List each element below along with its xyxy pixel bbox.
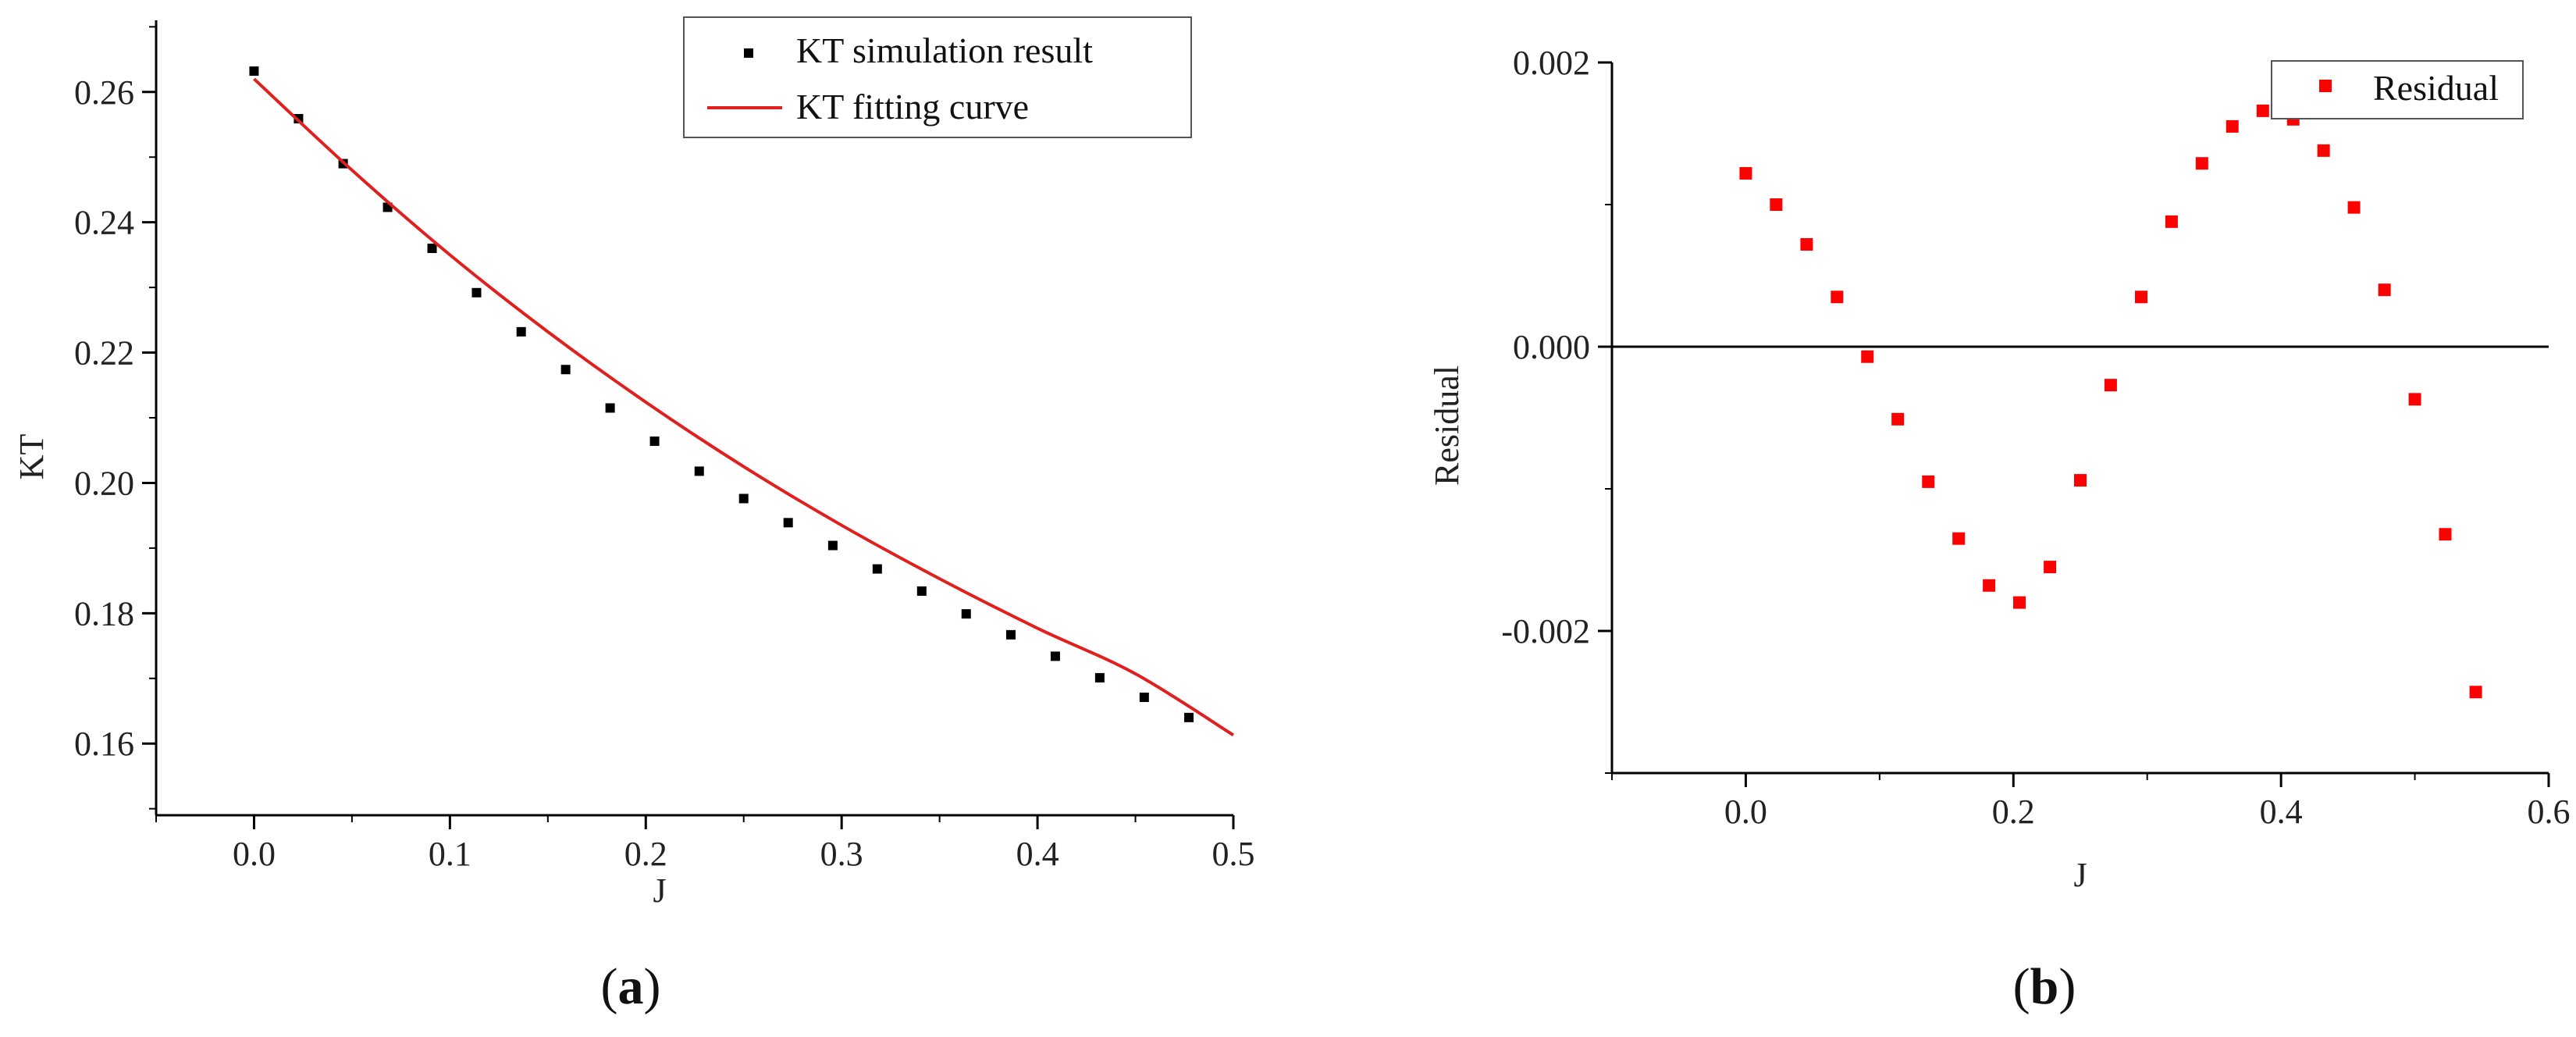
panel-a-x-tick-label: 0.4: [1016, 835, 1059, 873]
panel-b-data-point: [2226, 119, 2239, 133]
panel-b-data-point: [1831, 290, 1844, 304]
panel-b-data-point: [1770, 198, 1783, 211]
panel-a-y-tick-label: 0.16: [74, 725, 134, 763]
panel-a-ticks: 0.0 0.1 0.2 0.3 0.4 0.5 0.16 0.18 0.20 0.22 0.24 0.…: [74, 26, 1255, 873]
panel-b-data-point: [1739, 166, 1752, 180]
panel-a-y-tick-label: 0.22: [74, 334, 134, 372]
panel-a-data-point: [249, 66, 259, 77]
panel-a-data-point: [783, 518, 793, 528]
panel-b-x-axis-title: J: [2073, 856, 2087, 894]
panel-a-label-letter: a: [618, 958, 644, 1015]
panel-b-y-tick-label: -0.002: [1501, 612, 1590, 650]
panel-b-data-point: [1922, 475, 1935, 488]
panel-a-y-tick-label: 0.24: [74, 204, 134, 242]
panel-a-data-point: [1184, 712, 1194, 722]
panel-b-data-point: [2317, 144, 2330, 157]
panel-a-data-point: [1139, 692, 1149, 702]
panel-a-x-tick-label: 0.3: [820, 835, 863, 873]
panel-b-data-point: [2408, 393, 2421, 406]
panel-b-legend: Residual: [2271, 60, 2524, 119]
panel-a-data-point: [427, 244, 437, 254]
panel-a-legend-box: [683, 16, 1192, 138]
panel-b-x-tick-label: 0.6: [2528, 793, 2571, 831]
panel-a-legend: KT simulation result KT fitting curve: [683, 16, 1192, 138]
panel-b-legend-marker-residual: [2319, 80, 2332, 92]
panel-b-data-point: [2074, 474, 2087, 487]
panel-a-x-tick-label: 0.5: [1212, 835, 1255, 873]
panel-a-data-point: [694, 466, 704, 476]
panel-b-data-point: [2439, 528, 2452, 541]
panel-a-series: [249, 66, 1235, 737]
panel-a-data-point: [1094, 672, 1105, 682]
panel-b-y-tick-label: 0.000: [1513, 328, 1590, 366]
panel-b-y-axis-title: Residual: [1428, 365, 1466, 486]
panel-b-data-point: [2347, 201, 2361, 214]
panel-a-y-tick-label: 0.26: [74, 73, 134, 112]
panel-a-data-point: [649, 437, 660, 447]
panel-a-y-tick-label: 0.20: [74, 464, 134, 502]
panel-a-x-tick-label: 0.2: [624, 835, 667, 873]
panel-a-legend-label-fit: KT fitting curve: [796, 87, 1029, 127]
panel-a-fit-curve: [253, 77, 1235, 737]
panel-a-data-point: [560, 365, 571, 375]
panel-a-y-tick-label: 0.18: [74, 594, 134, 633]
panel-b-data-point: [2195, 157, 2208, 170]
panel-b-data-point: [1800, 237, 1813, 251]
panel-b-data-point: [1952, 532, 1966, 545]
panel-b-data-point: [2469, 686, 2482, 699]
panel-a-y-axis-title: KT: [12, 434, 51, 480]
panel-b-label: (b): [2013, 958, 2076, 1015]
panel-b-x-tick-label: 0.0: [1724, 793, 1767, 831]
panel-b-x-tick-label: 0.4: [2260, 793, 2303, 831]
panel-a-x-tick-label: 0.1: [429, 835, 471, 873]
panel-a-axes: [155, 20, 1233, 817]
panel-b-data-point: [1983, 579, 1996, 592]
panel-a-data-point: [872, 564, 882, 574]
panel-b-x-tick-label: 0.2: [1992, 793, 2035, 831]
panel-a-data-point: [516, 326, 526, 337]
panel-a-data-point: [1005, 629, 1016, 640]
panel-a-legend-marker-simulation: [744, 48, 753, 58]
panel-a-x-tick-label: 0.0: [233, 835, 276, 873]
panel-b-series: [1739, 104, 2482, 699]
panel-b-y-tick-label: 0.002: [1513, 44, 1590, 82]
panel-b-data-point: [1861, 350, 1874, 363]
panel-b-ticks: 0.0 0.2 0.4 0.6 -0.002 0.000 0.002: [1501, 44, 2570, 831]
panel-a-data-point: [605, 403, 615, 413]
panel-b-data-point: [1891, 412, 1905, 426]
panel-b-legend-box: [2271, 60, 2524, 119]
panel-b-data-point: [2044, 561, 2057, 574]
panel-a-x-axis-title: J: [653, 871, 666, 910]
panel-b-data-point: [2135, 290, 2147, 304]
panel-b-data-point: [2013, 596, 2026, 609]
chart-panel-a: 0.0 0.1 0.2 0.3 0.4 0.5 0.16 0.18 0.20 0.22 0.24 0.…: [12, 16, 1255, 1015]
panel-b-data-point: [2378, 283, 2391, 297]
panel-b-data-point: [2104, 379, 2117, 392]
panel-a-data-point: [916, 586, 927, 596]
panel-a-data-point: [1050, 651, 1060, 661]
panel-b-data-point: [2165, 215, 2178, 228]
panel-b-data-point: [2256, 104, 2269, 117]
panel-b-legend-label-residual: Residual: [2373, 68, 2499, 108]
panel-a-data-point: [827, 540, 838, 551]
panel-a-data-point: [738, 494, 749, 504]
panel-a-label: (a): [601, 958, 661, 1015]
panel-b-axes: [1610, 62, 2549, 775]
panel-a-data-point: [471, 287, 482, 298]
panel-a-legend-label-simulation: KT simulation result: [796, 30, 1093, 70]
panel-b-label-letter: b: [2030, 958, 2059, 1015]
panel-a-data-point: [961, 609, 971, 619]
